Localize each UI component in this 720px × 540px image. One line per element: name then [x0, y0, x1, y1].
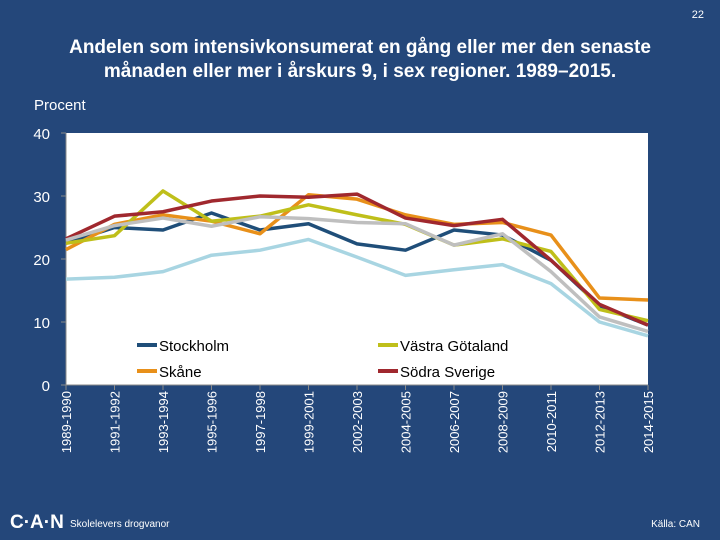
logo: C·A·N [10, 512, 64, 533]
x-tick-label: 2010-2011 [544, 391, 559, 452]
legend-label: Västra Götaland [400, 338, 508, 355]
x-tick-label: 1993-1994 [156, 391, 171, 453]
x-tick-label: 1997-1998 [253, 391, 268, 453]
x-tick-label: 2002-2003 [350, 391, 365, 453]
page-number: 22 [692, 9, 704, 21]
x-tick-label: 1991-1992 [108, 391, 123, 453]
series-line [65, 192, 649, 327]
legend-label: Stockholm [159, 338, 229, 355]
series-line [65, 215, 649, 334]
plot-area [66, 133, 648, 385]
y-tick-label: 10 [33, 315, 50, 332]
chart-title: Andelen som intensivkonsumerat en gång e… [69, 37, 651, 82]
x-tick-label: 1999-2001 [302, 391, 317, 453]
footer-subtitle: Skolelevers drogvanor [70, 519, 170, 530]
y-axis-label: Procent [34, 97, 87, 114]
legend-label: Södra Sverige [400, 364, 495, 381]
legend-label: Skåne [159, 364, 202, 381]
source: Källa: CAN [651, 519, 700, 530]
x-tick-label: 1989-1990 [59, 391, 74, 453]
y-tick-label: 40 [33, 126, 50, 143]
x-tick-label: 1995-1996 [205, 391, 220, 453]
y-tick-label: 30 [33, 189, 50, 206]
x-tick-label: 2008-2009 [496, 391, 511, 453]
x-tick-label: 2006-2007 [447, 391, 462, 453]
y-tick-label: 0 [42, 378, 50, 395]
x-tick-label: 2004-2005 [399, 391, 414, 453]
x-tick-label: 2012-2013 [593, 391, 608, 453]
series-line [65, 237, 649, 338]
y-tick-label: 20 [33, 252, 50, 269]
series-line [65, 192, 649, 302]
x-tick-label: 2014-2015 [641, 391, 656, 453]
series-line [65, 189, 649, 323]
